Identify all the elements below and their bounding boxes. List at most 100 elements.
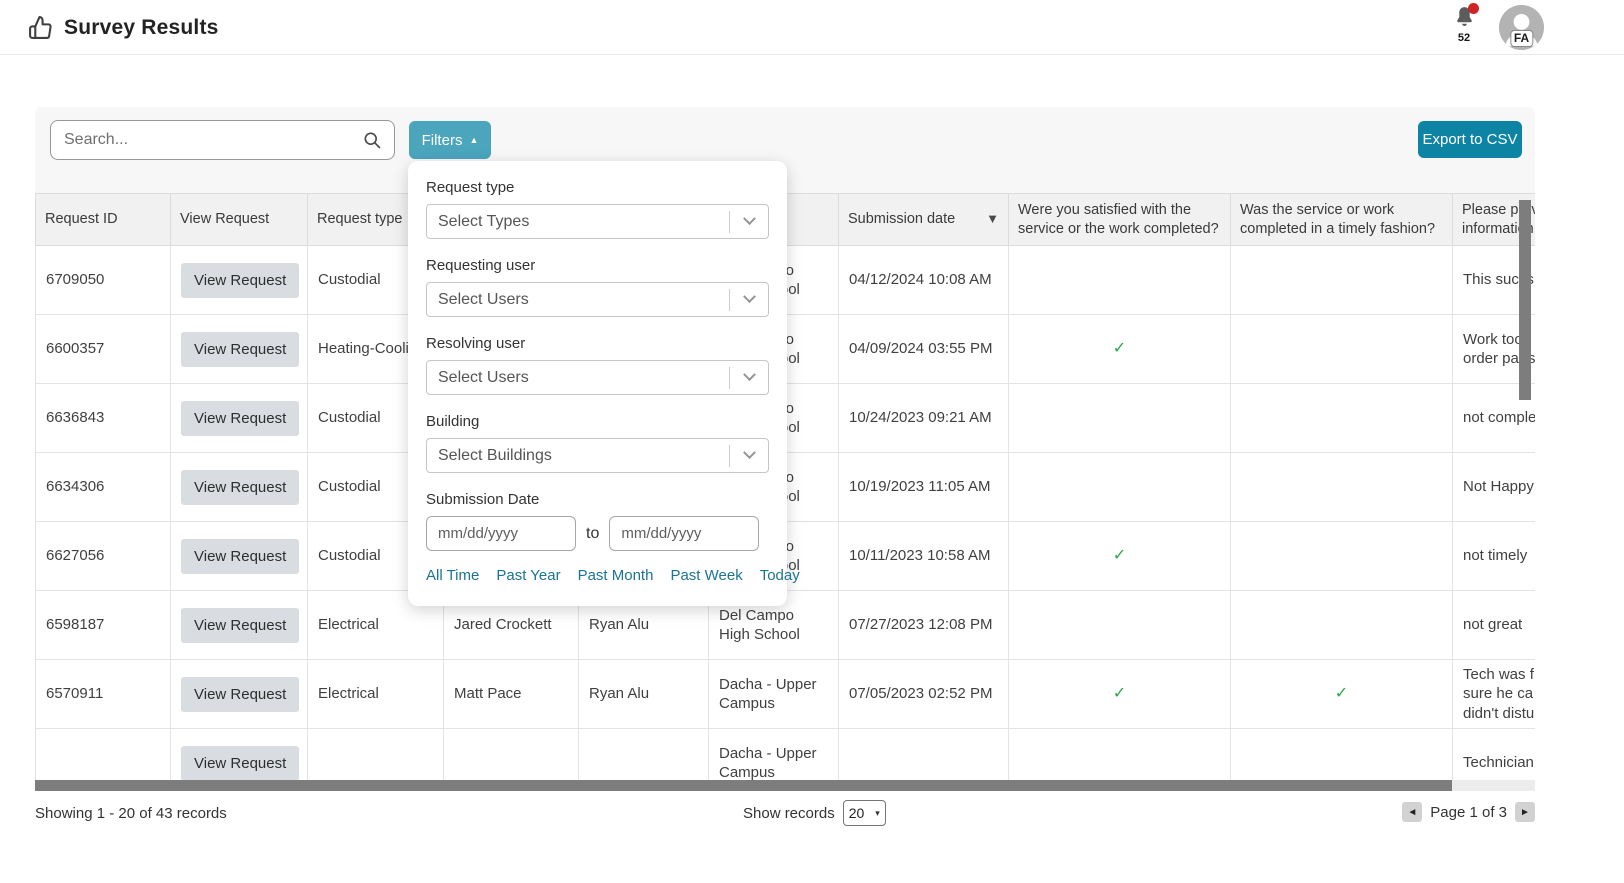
records-per-page-value: 20 (849, 805, 865, 821)
cell-timely (1231, 315, 1453, 384)
cell-submission-date: 04/09/2024 03:55 PM (839, 315, 1009, 384)
date-quick-links: All Time Past Year Past Month Past Week … (426, 567, 769, 584)
records-per-page-select[interactable]: 20 ▾ (843, 800, 886, 826)
view-request-button[interactable]: View Request (181, 470, 299, 505)
request-type-select[interactable]: Select Types (426, 204, 769, 239)
chevron-up-icon: ▲ (469, 136, 478, 145)
view-request-button[interactable]: View Request (181, 332, 299, 367)
cell-timely (1231, 522, 1453, 591)
next-page-button[interactable]: ► (1515, 802, 1535, 822)
date-from-input[interactable] (426, 516, 576, 551)
cell-satisfied (1009, 246, 1231, 315)
filter-label: Requesting user (426, 257, 769, 274)
date-to-input[interactable] (609, 516, 759, 551)
building-select[interactable]: Select Buildings (426, 438, 769, 473)
prev-page-icon: ◄ (1407, 807, 1417, 818)
filter-label: Submission Date (426, 491, 769, 508)
col-request-id: Request ID (36, 194, 171, 246)
notifications-button[interactable]: 52 (1444, 5, 1484, 44)
cell-comment: Not Happy (1453, 453, 1536, 522)
cell-timely (1231, 246, 1453, 315)
cell-comment: not great (1453, 591, 1536, 660)
resolving-user-select[interactable]: Select Users (426, 360, 769, 395)
filter-label: Building (426, 413, 769, 430)
select-placeholder: Select Types (427, 213, 729, 231)
cell-comment: not timely (1453, 522, 1536, 591)
view-request-button[interactable]: View Request (181, 677, 299, 712)
cell-requesting-user: Matt Pace (444, 660, 579, 729)
table-row: 6570911 View Request Electrical Matt Pac… (36, 660, 1536, 729)
pagination: ◄ Page 1 of 3 ► (1402, 802, 1535, 822)
date-separator: to (586, 525, 599, 543)
cell-building: Dacha - Upper Campus (709, 660, 839, 729)
cell-submission-date: 10/11/2023 10:58 AM (839, 522, 1009, 591)
vertical-scrollbar-thumb[interactable] (1519, 200, 1531, 400)
cell-timely (1231, 453, 1453, 522)
view-request-button[interactable]: View Request (181, 401, 299, 436)
cell-submission-date: 10/24/2023 09:21 AM (839, 384, 1009, 453)
link-past-year[interactable]: Past Year (496, 567, 560, 584)
avatar-initials: FA (1510, 30, 1533, 47)
sort-desc-icon[interactable]: ▼ (980, 211, 999, 228)
cell-request-id: 6636843 (36, 384, 171, 453)
view-request-button[interactable]: View Request (181, 263, 299, 298)
cell-timely (1231, 384, 1453, 453)
view-request-button[interactable]: View Request (181, 539, 299, 574)
cell-view-request: View Request (171, 384, 308, 453)
cell-submission-date: 10/19/2023 11:05 AM (839, 453, 1009, 522)
col-submission-date[interactable]: Submission date ▼ (839, 194, 1009, 246)
cell-view-request: View Request (171, 591, 308, 660)
filter-group-requesting-user: Requesting user Select Users (426, 257, 769, 317)
thumbs-up-icon (28, 15, 53, 40)
filter-group-submission-date: Submission Date to All Time Past Year Pa… (426, 491, 769, 584)
cell-request-id: 6627056 (36, 522, 171, 591)
cell-view-request: View Request (171, 660, 308, 729)
link-today[interactable]: Today (760, 567, 800, 584)
filters-button-label: Filters (422, 132, 463, 149)
filter-group-resolving-user: Resolving user Select Users (426, 335, 769, 395)
col-view-request: View Request (171, 194, 308, 246)
filters-panel: Request type Select Types Requesting use… (408, 161, 787, 606)
chevron-down-icon[interactable] (730, 451, 768, 460)
link-all-time[interactable]: All Time (426, 567, 479, 584)
filter-group-request-type: Request type Select Types (426, 179, 769, 239)
page-title-wrap: Survey Results (28, 0, 219, 55)
horizontal-scrollbar-thumb[interactable] (35, 780, 1452, 791)
prev-page-button[interactable]: ◄ (1402, 802, 1422, 822)
cell-satisfied: ✓ (1009, 315, 1231, 384)
page-title: Survey Results (64, 16, 219, 40)
view-request-button[interactable]: View Request (181, 746, 299, 781)
export-csv-button[interactable]: Export to CSV (1418, 121, 1522, 158)
chevron-down-icon[interactable] (730, 373, 768, 382)
cell-submission-date: 07/05/2023 02:52 PM (839, 660, 1009, 729)
col-submission-date-label: Submission date (848, 210, 955, 229)
select-placeholder: Select Users (427, 369, 729, 387)
cell-request-id: 6709050 (36, 246, 171, 315)
cell-request-id: 6598187 (36, 591, 171, 660)
caret-down-icon: ▾ (875, 808, 880, 819)
show-records-label: Show records (743, 805, 835, 822)
cell-request-type: Electrical (308, 660, 444, 729)
page-indicator: Page 1 of 3 (1430, 804, 1507, 821)
select-placeholder: Select Users (427, 291, 729, 309)
cell-comment: Tech was f sure he ca didn't distu (1453, 660, 1536, 729)
cell-satisfied: ✓ (1009, 660, 1231, 729)
link-past-week[interactable]: Past Week (670, 567, 742, 584)
cell-satisfied: ✓ (1009, 522, 1231, 591)
chevron-down-icon[interactable] (730, 295, 768, 304)
requesting-user-select[interactable]: Select Users (426, 282, 769, 317)
cell-view-request: View Request (171, 522, 308, 591)
search-input[interactable] (51, 131, 362, 149)
app-header: Survey Results 52 FA (0, 0, 1624, 55)
cell-view-request: View Request (171, 453, 308, 522)
filters-button[interactable]: Filters ▲ (409, 121, 491, 159)
cell-satisfied (1009, 453, 1231, 522)
search-box (50, 120, 395, 160)
cell-request-id: 6570911 (36, 660, 171, 729)
view-request-button[interactable]: View Request (181, 608, 299, 643)
chevron-down-icon[interactable] (730, 217, 768, 226)
cell-satisfied (1009, 384, 1231, 453)
link-past-month[interactable]: Past Month (578, 567, 654, 584)
avatar[interactable]: FA (1499, 5, 1544, 50)
cell-request-id: 6600357 (36, 315, 171, 384)
